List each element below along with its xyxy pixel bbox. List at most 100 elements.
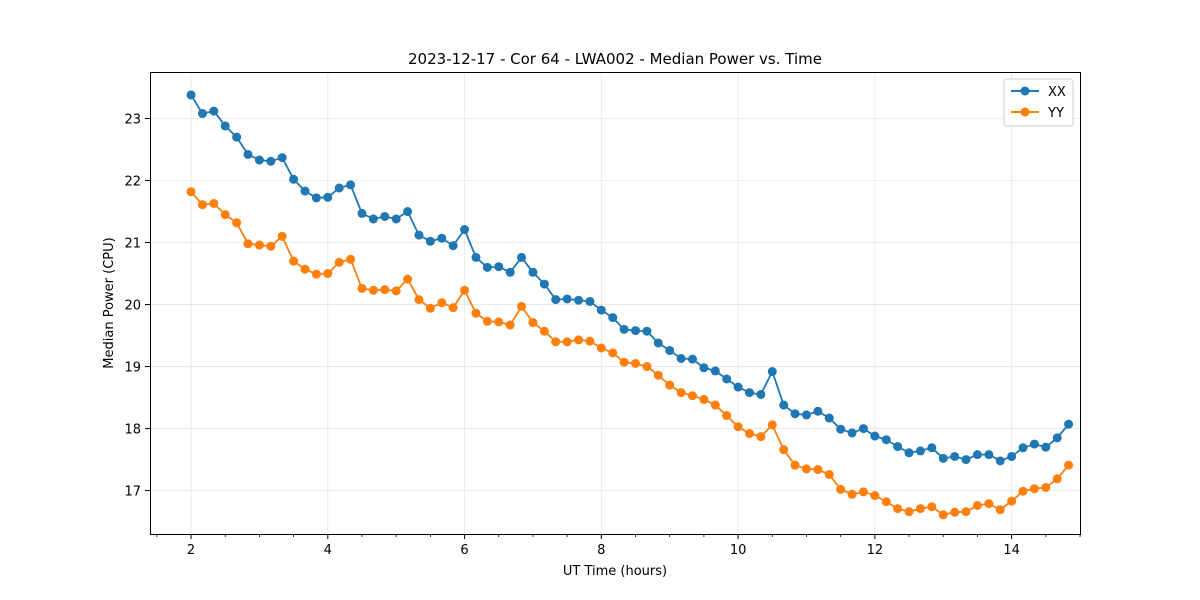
data-point-yy xyxy=(460,285,470,295)
data-point-xx xyxy=(824,413,834,423)
data-point-xx xyxy=(699,363,709,373)
data-point-yy xyxy=(870,491,880,501)
data-point-yy xyxy=(585,336,595,346)
data-point-xx xyxy=(311,193,321,203)
data-point-xx xyxy=(505,267,515,277)
data-point-yy xyxy=(334,257,344,267)
data-point-xx xyxy=(300,186,310,196)
x-axis-ticks: 2 4 6 8 10 12 14 xyxy=(156,534,1081,558)
data-point-xx xyxy=(927,443,937,453)
data-point-yy xyxy=(699,394,709,404)
data-point-yy xyxy=(596,343,606,353)
data-point-yy xyxy=(1018,486,1028,496)
data-point-yy xyxy=(448,303,458,313)
data-point-yy xyxy=(380,285,390,295)
data-point-yy xyxy=(562,337,572,347)
x-tick-label: 2 xyxy=(187,543,195,558)
data-point-yy xyxy=(209,198,219,208)
data-point-yy xyxy=(528,318,538,328)
data-point-yy xyxy=(904,507,914,517)
data-point-yy xyxy=(676,388,686,398)
data-point-yy xyxy=(779,445,789,455)
data-point-yy xyxy=(893,504,903,514)
data-point-yy xyxy=(243,239,253,249)
data-point-yy xyxy=(950,507,960,517)
data-point-xx xyxy=(1064,419,1074,429)
data-point-yy xyxy=(687,391,697,401)
data-point-xx xyxy=(687,354,697,364)
y-axis-label: Median Power (CPU) xyxy=(102,237,117,368)
data-point-yy xyxy=(505,320,515,330)
data-point-xx xyxy=(950,451,960,461)
data-point-yy xyxy=(927,502,937,512)
data-point-xx xyxy=(414,230,424,240)
data-point-yy xyxy=(665,380,675,390)
data-point-xx xyxy=(517,252,527,262)
data-point-yy xyxy=(1052,474,1062,484)
data-point-yy xyxy=(619,357,629,367)
data-point-xx xyxy=(642,326,652,336)
data-point-yy xyxy=(551,337,561,347)
data-point-yy xyxy=(277,231,287,241)
data-point-yy xyxy=(323,269,333,279)
data-point-yy xyxy=(300,264,310,274)
series-xx xyxy=(186,90,1074,466)
data-point-yy xyxy=(357,283,367,293)
data-point-yy xyxy=(961,507,971,517)
x-axis-label: UT Time (hours) xyxy=(563,564,667,579)
data-point-xx xyxy=(722,374,732,384)
data-point-xx xyxy=(1041,442,1051,452)
plot-frame xyxy=(150,72,1081,535)
data-point-xx xyxy=(448,241,458,251)
data-point-yy xyxy=(232,218,242,228)
data-point-xx xyxy=(779,400,789,410)
data-point-xx xyxy=(631,326,641,336)
data-point-xx xyxy=(710,366,720,376)
x-tick-label: 8 xyxy=(597,543,605,558)
data-point-yy xyxy=(938,510,948,520)
data-point-xx xyxy=(528,267,538,277)
data-point-yy xyxy=(790,460,800,470)
data-point-xx xyxy=(562,294,572,304)
legend-marker-yy xyxy=(1020,107,1030,117)
y-tick-label: 18 xyxy=(124,423,141,438)
data-point-xx xyxy=(232,132,242,142)
data-point-xx xyxy=(425,236,435,246)
data-point-xx xyxy=(471,252,481,262)
legend-label-yy: YY xyxy=(1047,106,1064,121)
data-point-yy xyxy=(915,504,925,514)
data-point-yy xyxy=(801,464,811,474)
data-point-xx xyxy=(209,106,219,116)
data-point-xx xyxy=(254,155,264,165)
data-point-yy xyxy=(403,274,413,284)
grid-lines xyxy=(150,72,1080,534)
legend-marker-xx xyxy=(1020,86,1030,96)
data-point-yy xyxy=(1041,482,1051,492)
data-point-xx xyxy=(323,192,333,202)
data-point-yy xyxy=(756,432,766,442)
data-point-xx xyxy=(938,453,948,463)
data-point-xx xyxy=(767,367,777,377)
x-tick-label: 4 xyxy=(324,543,332,558)
data-point-xx xyxy=(915,446,925,456)
data-point-yy xyxy=(437,298,447,308)
y-tick-label: 19 xyxy=(124,361,141,376)
data-point-xx xyxy=(756,389,766,399)
data-point-xx xyxy=(186,90,196,100)
y-axis-ticks: 17 18 19 20 21 22 23 xyxy=(124,113,150,500)
data-point-yy xyxy=(972,500,982,510)
data-point-yy xyxy=(1064,460,1074,470)
data-point-xx xyxy=(266,156,276,166)
data-point-xx xyxy=(676,354,686,363)
series-layer xyxy=(186,90,1074,520)
series-yy xyxy=(186,187,1074,520)
data-point-yy xyxy=(266,241,276,251)
data-point-xx xyxy=(1029,439,1039,449)
data-point-xx xyxy=(984,450,994,460)
data-point-yy xyxy=(517,301,527,311)
data-point-xx xyxy=(733,382,743,392)
data-point-xx xyxy=(1018,443,1028,453)
data-point-yy xyxy=(346,254,356,264)
